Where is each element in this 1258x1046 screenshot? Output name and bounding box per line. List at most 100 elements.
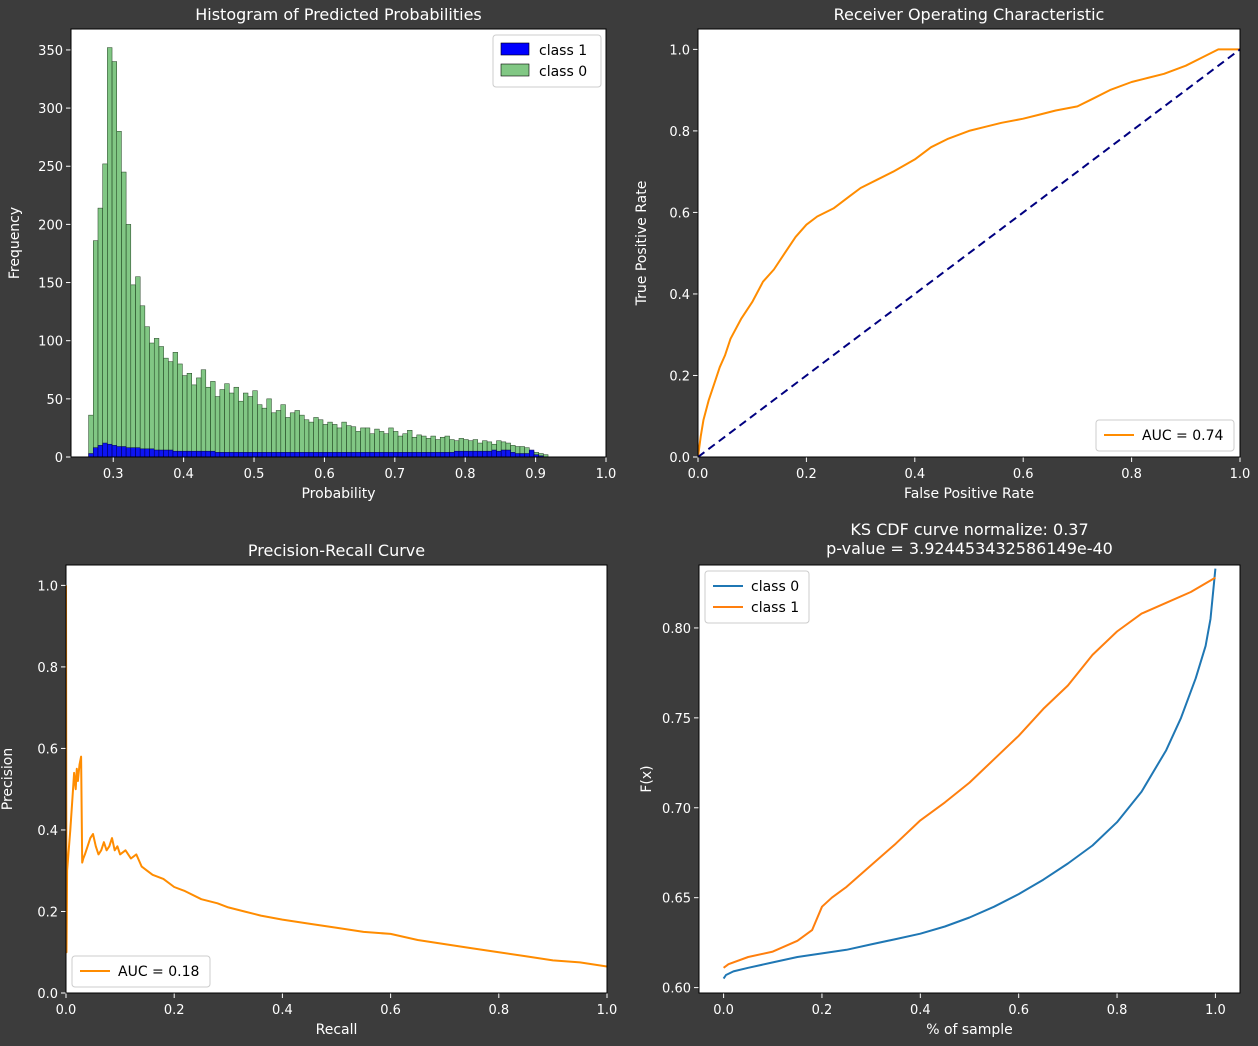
bar-class-1 [144,448,150,457]
legend-swatch [500,42,530,56]
y-tick-label: 0.8 [37,661,58,676]
chart-pr: Precision-Recall Curve Recall Precision 0.0… [0,541,617,1038]
bar-class-1 [200,450,207,457]
bar-class-1 [505,449,511,457]
series-line-1 [698,48,1240,457]
bar-class-0 [191,384,197,457]
bar-class-1 [233,452,239,457]
bar-class-0 [233,386,239,457]
bar-class-0 [205,386,211,457]
x-tick-label: 1.0 [596,467,617,482]
axes-frame [70,28,607,458]
bar-class-1 [439,452,446,457]
bar-class-0 [294,410,300,457]
bar-class-1 [383,452,389,457]
bar-class-1 [313,452,319,457]
x-tick-label: 0.6 [1008,1003,1029,1018]
bar-class-0 [219,389,225,457]
x-tick-label: 0.6 [380,1003,401,1018]
bar-class-0 [271,412,277,457]
y-tick-label: 0.4 [37,824,58,839]
bar-class-1 [346,452,352,457]
bar-class-1 [341,452,347,457]
axes-frame [698,564,1241,994]
legend: AUC = 0.18 [71,955,211,988]
plot-area [698,29,1240,457]
bar-class-0 [313,417,319,457]
y-tick-label: 200 [38,218,63,233]
bar-class-1 [191,450,197,457]
bar-class-1 [247,452,253,457]
x-tick-label: 0.9 [525,467,546,482]
x-axis-label: % of sample [926,1022,1013,1038]
bar-class-0 [125,224,132,457]
bar-class-0 [102,163,108,457]
bar-class-0 [139,305,146,457]
bar-class-1 [182,450,188,457]
bar-class-1 [299,452,305,457]
y-tick-label: 0.8 [669,125,690,140]
bar-class-1 [102,442,108,457]
bar-class-1 [332,452,338,457]
bar-class-1 [88,453,94,457]
y-tick-label: 0.2 [37,905,58,920]
plot-area [699,565,1240,993]
bar-class-1 [369,452,375,457]
bar-class-0 [144,326,150,457]
bar-class-0 [93,240,99,457]
bar-class-1 [275,452,282,457]
bar-class-1 [116,446,122,457]
chart-hist: Histogram of Predicted Probabilities Prob… [7,5,616,502]
bar-class-0 [196,377,202,457]
bar-class-1 [285,452,291,457]
legend: class 0 class 1 [704,570,810,624]
bar-class-1 [444,452,450,457]
bar-class-0 [299,414,305,457]
bar-class-1 [482,450,488,457]
x-tick-label: 0.8 [488,1003,509,1018]
x-tick-label: 0.7 [384,467,405,482]
y-tick-label: 0.60 [662,982,691,997]
bar-class-0 [168,361,174,457]
bar-class-1 [158,449,164,457]
bar-class-1 [486,450,493,457]
bar-class-1 [238,452,244,457]
bar-class-1 [350,452,357,457]
bar-class-1 [252,452,258,457]
bar-class-1 [121,446,127,457]
bar-class-0 [280,404,286,457]
bar-class-1 [529,449,535,457]
bar-class-0 [318,419,324,457]
chart-roc: Receiver Operating Characteristic False P… [634,5,1250,502]
bar-class-1 [435,452,441,457]
plot-marks [66,585,607,968]
x-axis-label: False Positive Rate [904,486,1034,502]
chart-ks: KS CDF curve normalize: 0.37p-value = 3.… [639,520,1241,1038]
y-tick-label: 0.80 [662,622,691,637]
series-line-0 [698,48,1240,457]
bar-class-0 [186,373,192,457]
bar-class-1 [514,453,521,457]
bar-class-1 [524,453,530,457]
legend-box [1095,419,1235,452]
bar-class-1 [266,452,272,457]
bar-class-1 [135,447,141,457]
bar-class-0 [210,381,216,457]
bar-class-1 [510,452,516,457]
axes-frame [697,28,1241,458]
plot-marks [722,568,1217,980]
x-tick-label: 0.0 [56,1003,77,1018]
bar-class-0 [107,47,113,457]
x-tick-label: 0.0 [713,1003,734,1018]
bar-class-1 [379,452,385,457]
bar-class-1 [304,452,310,457]
bar-class-1 [327,452,333,457]
axes-frame [65,564,608,994]
bar-class-0 [224,383,230,457]
series-line-0 [66,585,607,968]
y-tick-label: 0.4 [669,288,690,303]
bar-class-1 [139,448,146,457]
bar-class-1 [257,452,263,457]
legend-label: class 0 [751,579,799,595]
